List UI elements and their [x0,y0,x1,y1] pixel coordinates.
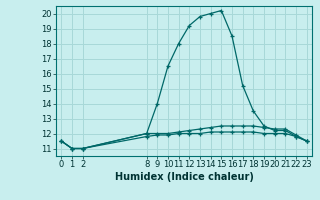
X-axis label: Humidex (Indice chaleur): Humidex (Indice chaleur) [115,172,253,182]
